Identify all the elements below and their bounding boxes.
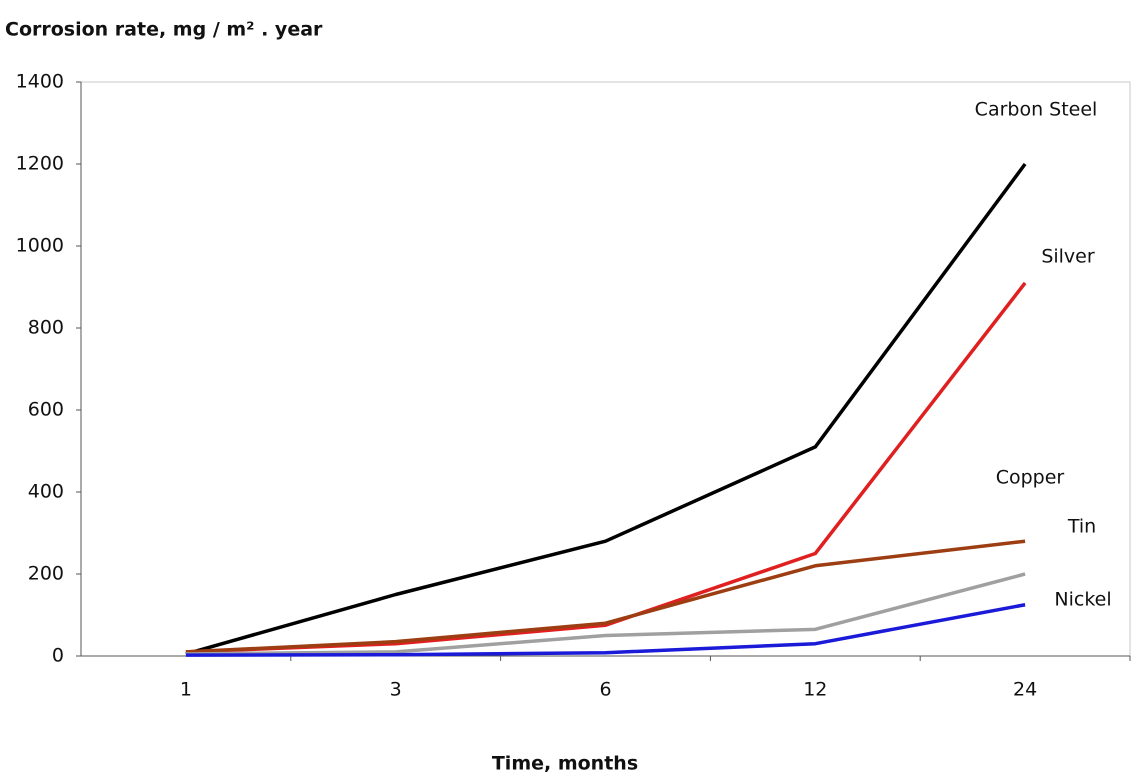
x-tick-label: 6 <box>599 679 611 701</box>
chart-title: Corrosion rate, mg / m² . year <box>5 19 323 41</box>
y-tick-label: 0 <box>52 645 64 667</box>
series-label: Tin <box>1067 516 1096 538</box>
x-tick-label: 1 <box>180 679 192 701</box>
series-label: Nickel <box>1054 589 1111 611</box>
y-tick-label: 200 <box>28 563 64 585</box>
series-line <box>185 162 1027 656</box>
series-line <box>185 603 1026 657</box>
series-label: Carbon Steel <box>975 99 1098 121</box>
y-tick-label: 400 <box>28 481 64 503</box>
plot-frame <box>80 81 1131 657</box>
series-line <box>185 281 1027 654</box>
series-label: Silver <box>1041 246 1095 268</box>
x-tick-label: 12 <box>803 679 827 701</box>
x-axis-label: Time, months <box>492 753 638 775</box>
series-line <box>185 539 1026 654</box>
y-tick-label: 600 <box>28 399 64 421</box>
y-tick-label: 800 <box>28 317 64 339</box>
y-tick-label: 1200 <box>16 153 64 175</box>
x-tick-label: 3 <box>390 679 402 701</box>
x-tick-label: 24 <box>1013 679 1037 701</box>
series-line <box>185 572 1026 656</box>
series-label: Copper <box>996 467 1065 489</box>
y-tick-label: 1000 <box>16 235 64 257</box>
y-tick-label: 1400 <box>16 71 64 93</box>
